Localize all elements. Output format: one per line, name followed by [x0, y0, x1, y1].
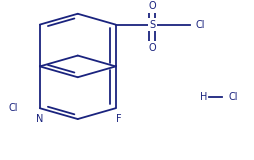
- Text: Cl: Cl: [195, 20, 205, 30]
- Text: S: S: [149, 20, 155, 30]
- Text: Cl: Cl: [9, 103, 18, 113]
- Text: O: O: [148, 1, 156, 11]
- Text: H: H: [200, 92, 208, 102]
- Text: Cl: Cl: [228, 92, 237, 102]
- Text: F: F: [116, 114, 121, 124]
- Text: O: O: [148, 43, 156, 53]
- Text: N: N: [36, 114, 43, 124]
